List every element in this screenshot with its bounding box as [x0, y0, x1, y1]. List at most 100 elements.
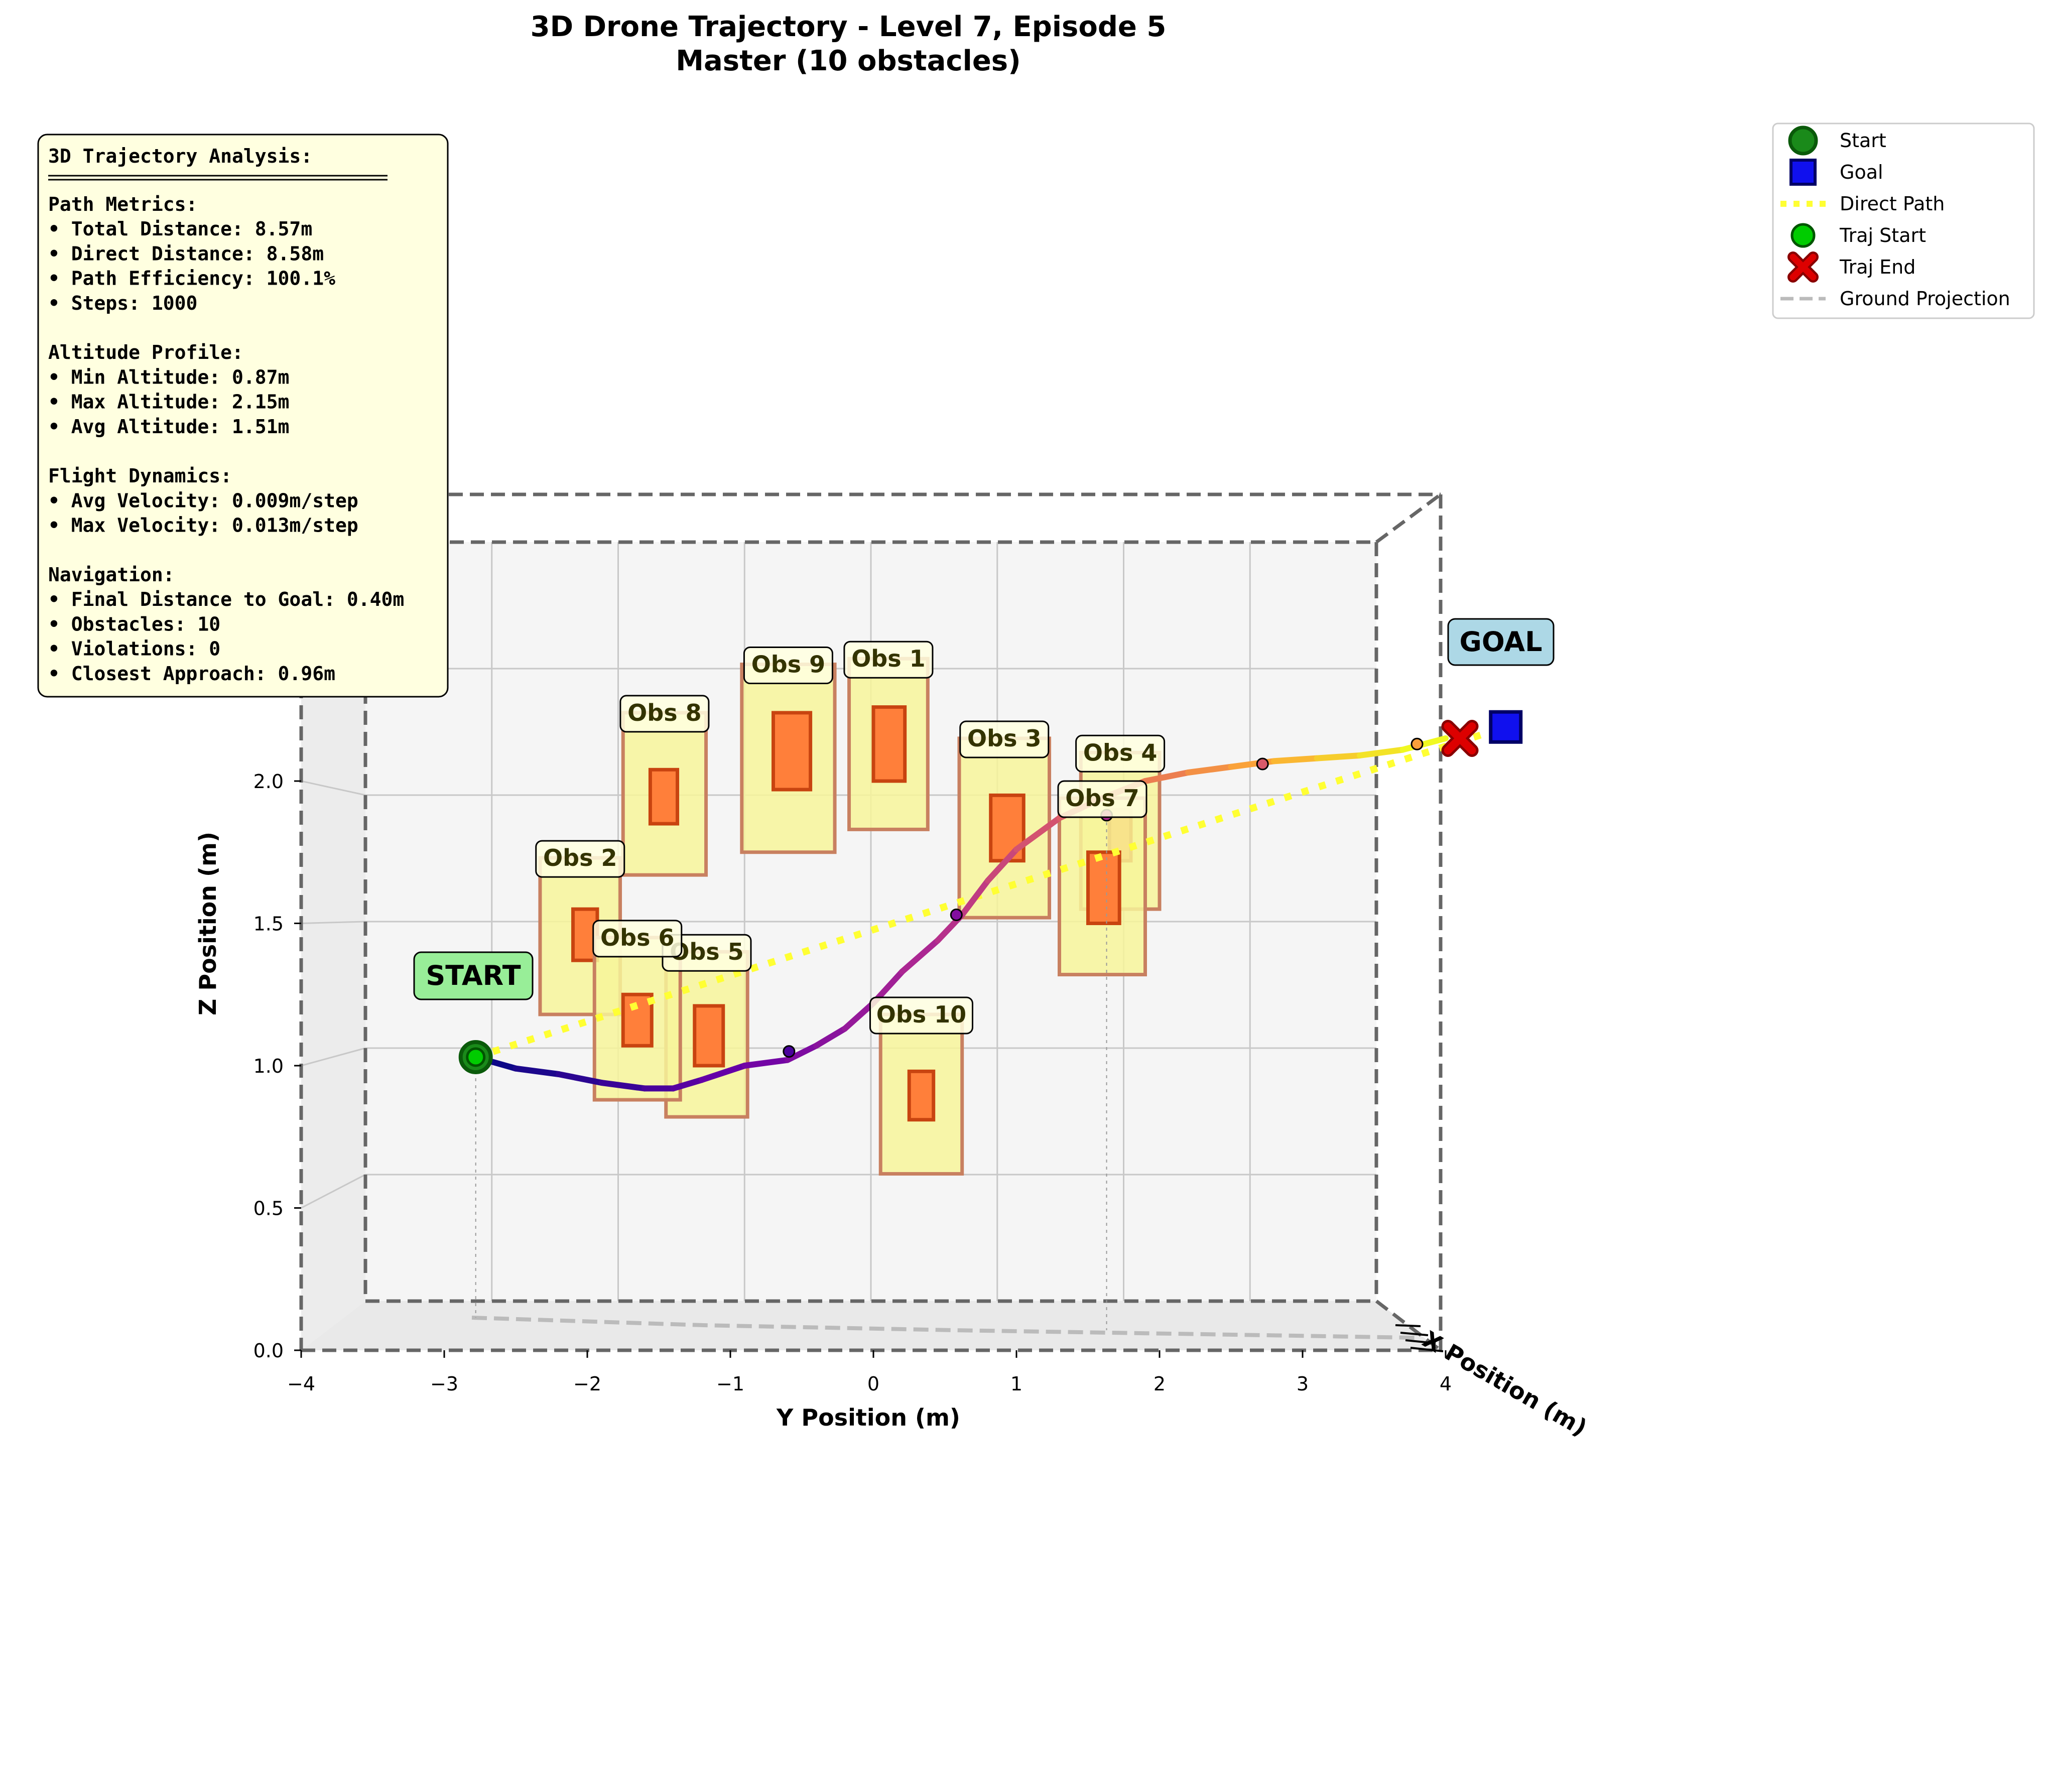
- legend-traj-start-label: Traj Start: [1839, 224, 1926, 246]
- z-tick-label: 1.5: [253, 913, 284, 935]
- legend-start-label: Start: [1840, 130, 1886, 152]
- obstacle-core: [907, 1069, 936, 1122]
- floor-pane: [301, 1301, 1441, 1350]
- stats-lines: Path Metrics: • Total Distance: 8.57m• Di…: [48, 193, 404, 685]
- x-tick-label: 0: [867, 1373, 879, 1395]
- obstacle-label-box: [959, 720, 1050, 758]
- obstacle-core: [621, 992, 654, 1048]
- obstacle-label: Obs 1: [851, 645, 925, 672]
- trajectory-segment: [556, 1071, 605, 1086]
- obstacle-label: Obs 3: [967, 725, 1041, 752]
- stats-line: • Max Altitude: 2.15m: [48, 391, 289, 413]
- obstacle-label-box: [619, 695, 710, 733]
- x-tick-label: −2: [573, 1373, 601, 1395]
- legend-start-icon: [1788, 125, 1818, 156]
- x-tick-label: −4: [287, 1373, 315, 1395]
- goal-label: GOAL: [1447, 618, 1555, 666]
- legend-items: Start Goal Direct Path Traj Start Traj End Gr…: [1780, 125, 2010, 310]
- x-tick-label: 3: [1297, 1373, 1309, 1395]
- stats-line: • Path Efficiency: 100.1%: [48, 268, 335, 290]
- obstacle-core: [772, 711, 813, 792]
- z-tick-label: 0.5: [253, 1198, 284, 1220]
- traj-end-marker: [1444, 722, 1476, 754]
- obstacle-label-box: [592, 920, 683, 958]
- trajectory-segment: [1399, 735, 1449, 753]
- legend-goal-label: Goal: [1840, 161, 1883, 183]
- x-tick-label: −3: [430, 1373, 458, 1395]
- trajectory-segment: [1314, 752, 1363, 761]
- obstacle-label: Obs 2: [543, 844, 617, 871]
- ground-projection-line: [471, 1316, 1416, 1340]
- trajectory-segment: [1271, 755, 1320, 764]
- goal-marker: [1489, 710, 1523, 744]
- obstacle-label-box: [743, 647, 833, 685]
- stats-line: Path Metrics:: [48, 193, 197, 215]
- legend-goal-icon: [1789, 159, 1817, 186]
- x-tick-label: 1: [1010, 1373, 1022, 1395]
- stats-line: • Direct Distance: 8.58m: [48, 242, 324, 265]
- stats-box: 3D Trajectory Analysis: Path Metrics: • T…: [37, 134, 449, 698]
- trajectory-segment: [1357, 746, 1406, 758]
- depth-axis-ticks: [1395, 1324, 1444, 1352]
- x-tick-label: −1: [716, 1373, 744, 1395]
- obstacle-label: Obs 9: [751, 651, 825, 678]
- trajectory-segment: [1013, 815, 1063, 853]
- trajectory-segment: [741, 1057, 791, 1069]
- obstacle-label-box: [1075, 734, 1166, 773]
- chart-title: 3D Drone Trajectory - Level 7, Episode 5: [531, 11, 1167, 43]
- stats-line: • Closest Approach: 0.96m: [48, 663, 335, 685]
- stats-line: Flight Dynamics:: [48, 465, 232, 487]
- obstacle-core: [871, 705, 907, 783]
- trajectory-segment: [1142, 769, 1191, 784]
- markers-layer: [458, 710, 1523, 1074]
- obstacle-label: Obs 10: [876, 1001, 966, 1028]
- plot-area: [299, 492, 1443, 1352]
- z-tick-label: 1.0: [253, 1055, 284, 1077]
- x-axis-ticks: −4 −3 −2 −1 0 1 2 3 4: [287, 1350, 1452, 1395]
- legend-traj-start-icon: [1790, 223, 1816, 248]
- z-tick-label: 2.0: [253, 771, 284, 793]
- drop-lines: [475, 815, 1107, 1330]
- trajectory-segment: [1185, 763, 1234, 776]
- stats-line: • Avg Altitude: 1.51m: [48, 416, 289, 438]
- trajectory-waypoint: [783, 1045, 796, 1058]
- stats-line: • Avg Velocity: 0.009m/step: [48, 489, 358, 511]
- obstacle-label: Obs 6: [600, 924, 674, 951]
- trajectory-waypoint: [1411, 737, 1424, 750]
- stats-line: Navigation:: [48, 564, 175, 586]
- legend-traj-end-icon: [1789, 253, 1817, 281]
- trajectory-segment: [959, 877, 991, 918]
- trajectory-waypoint: [950, 908, 963, 921]
- goal-label-text: GOAL: [1460, 626, 1543, 658]
- trajectory-waypoint: [1256, 757, 1269, 771]
- obstacle-label: Obs 7: [1065, 785, 1139, 812]
- trajectory-segment: [785, 1043, 819, 1063]
- stats-line: • Obstacles: 10: [48, 613, 220, 635]
- trajectory-segment: [598, 1080, 648, 1092]
- stats-line: • Final Distance to Goal: 0.40m: [48, 588, 404, 610]
- stats-line: • Max Velocity: 0.013m/step: [48, 515, 358, 537]
- stats-line: • Total Distance: 8.57m: [48, 218, 312, 240]
- grid-line-side: [301, 780, 366, 796]
- legend-direct-path-label: Direct Path: [1840, 193, 1945, 215]
- obstacle-label-box: [843, 641, 934, 679]
- obstacle-label-box: [1057, 780, 1147, 818]
- obstacle-label-box: [869, 996, 973, 1035]
- start-label: START: [413, 951, 534, 1000]
- trajectory-segment: [512, 1065, 562, 1078]
- legend: Start Goal Direct Path Traj Start Traj End Gr…: [1772, 122, 2035, 319]
- traj-start-marker: [466, 1047, 486, 1067]
- stats-line: • Steps: 1000: [48, 292, 197, 314]
- legend-ground-projection-label: Ground Projection: [1840, 288, 2010, 310]
- grid-line-side: [301, 1047, 366, 1067]
- chart-subtitle: Master (10 obstacles): [676, 45, 1020, 77]
- legend-traj-end-label: Traj End: [1839, 256, 1915, 278]
- stats-title: 3D Trajectory Analysis:: [48, 145, 312, 167]
- trajectory-segment: [842, 1000, 876, 1032]
- obstacle-core: [693, 1004, 725, 1068]
- x-tick-label: 4: [1440, 1373, 1452, 1395]
- trajectory-segment: [699, 1063, 748, 1083]
- trajectory-segment: [670, 1077, 705, 1092]
